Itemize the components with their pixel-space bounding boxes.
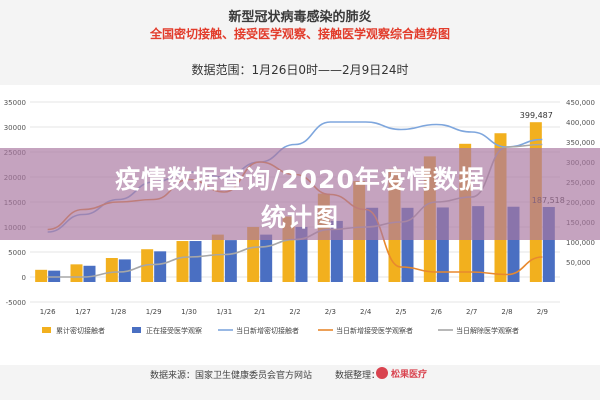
data-source: 数据来源：国家卫生健康委员会官方网站 [150,371,313,381]
logo-mark-icon [376,367,388,379]
legend-label: 当日解除医学观察者 [456,326,519,335]
overlay-title-line1: 疫情数据查询/2020年疫情数据 [115,165,485,194]
bar-under-observation [189,241,202,282]
data-range-label: 数据范围：1月26日0时——2月9日24时 [191,63,409,77]
data-organizer: 数据整理： [335,371,381,381]
legend-swatch [132,327,141,333]
bar-cumulative-close-contact [105,258,118,282]
left-tick-label: -5000 [6,299,26,307]
x-tick-label: 2/2 [289,308,300,316]
x-tick-label: 2/7 [466,308,477,316]
left-tick-label: 5000 [8,249,26,257]
overlay-banner [0,148,600,240]
right-tick-label: 350,000 [566,139,595,147]
right-tick-label: 400,000 [566,119,595,127]
x-tick-label: 2/6 [431,308,443,316]
bar-under-observation [224,240,237,282]
bar-cumulative-close-contact [247,226,260,282]
logo-text: 松果医疗 [391,370,428,380]
chart-title: 新型冠状病毒感染的肺炎 [228,10,372,25]
x-axis-labels: 1/26 1/27 1/28 1/29 1/30 1/31 2/1 2/2 2/3 2/4 2/5 2… [40,308,548,316]
overlay-title-line2: 统计图 [260,203,339,232]
x-tick-label: 2/5 [395,308,406,316]
x-tick-label: 1/28 [110,308,126,316]
legend-label: 当日新增密切接触者 [236,326,299,335]
footer: 数据来源：国家卫生健康委员会官方网站 数据整理： 松果医疗 [0,365,600,383]
songguo-logo: 松果医疗 [376,365,432,383]
bar-under-observation [295,226,308,282]
x-tick-label: 1/26 [40,308,56,316]
left-tick-label: 0 [22,274,26,282]
bar-under-observation [260,234,273,282]
right-tick-label: 450,000 [566,99,595,107]
bar-cumulative-close-contact [176,241,189,282]
bar-cumulative-close-contact [35,269,48,282]
right-tick-label: 50,000 [566,259,591,267]
legend-label: 正在接受医学观察 [146,326,202,335]
x-tick-label: 1/31 [216,308,232,316]
right-tick-label: 100,000 [566,239,595,247]
x-tick-label: 2/4 [360,308,372,316]
data-label: 399,487 [520,111,553,120]
x-tick-label: 2/3 [325,308,336,316]
legend-label: 累计密切接触者 [56,326,105,335]
legend: 累计密切接触者 正在接受医学观察 当日新增密切接触者 当日新增接受医学观察者 当日解除医… [42,326,519,335]
bar-cumulative-close-contact [70,264,83,282]
x-tick-label: 2/1 [254,308,265,316]
legend-label: 当日新增接受医学观察者 [336,326,413,335]
x-tick-label: 1/29 [146,308,162,316]
left-tick-label: 35000 [4,99,26,107]
bar-under-observation [154,251,167,282]
x-tick-label: 1/30 [181,308,197,316]
x-tick-label: 1/27 [75,308,91,316]
left-tick-label: 30000 [4,124,26,132]
bar-under-observation [83,265,96,282]
legend-swatch [42,327,51,333]
x-tick-label: 2/8 [501,308,512,316]
chart-subtitle: 全国密切接触、接受医学观察、接触医学观察综合趋势图 [149,27,450,41]
x-tick-label: 2/9 [537,308,548,316]
bar-cumulative-close-contact [211,234,224,282]
